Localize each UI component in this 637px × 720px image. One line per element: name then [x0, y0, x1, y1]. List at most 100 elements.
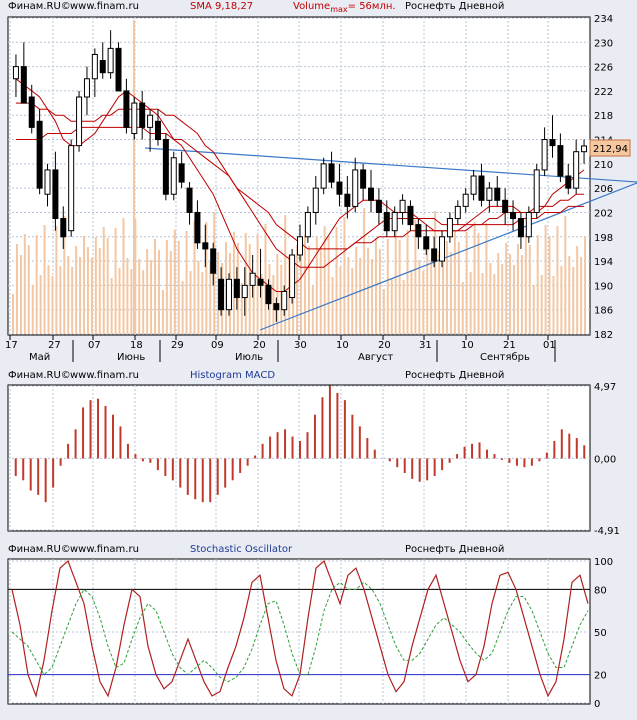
- volume-bar: [205, 222, 208, 334]
- volume-bar: [39, 275, 42, 334]
- price-y-tick: 226: [594, 63, 613, 74]
- volume-bar: [343, 217, 346, 334]
- price-x-day-label: 09: [211, 340, 224, 351]
- volume-bar: [363, 208, 366, 334]
- volume-bar: [402, 280, 405, 334]
- candle-body: [549, 139, 556, 147]
- stoch-y-tick: 20: [594, 671, 607, 682]
- price-x-day-label: 20: [378, 340, 391, 351]
- candle-body: [320, 163, 327, 189]
- volume-bar: [134, 219, 137, 334]
- candle-body: [265, 284, 272, 305]
- price-y-tick: 218: [594, 111, 613, 122]
- volume-bar: [564, 216, 567, 334]
- volume-bar: [430, 261, 433, 334]
- volume-bar: [23, 234, 26, 334]
- candle-body: [68, 145, 75, 232]
- stoch-url-label: www.finam.ru: [70, 544, 139, 555]
- volume-bar: [580, 257, 583, 334]
- source-label: Финам.RU©: [8, 1, 71, 12]
- price-x-day-label: 18: [130, 340, 143, 351]
- candle-body: [446, 218, 453, 238]
- candle-body: [368, 187, 375, 201]
- candle-body: [502, 199, 509, 213]
- volume-bar: [157, 250, 160, 334]
- volume-bar: [426, 250, 429, 334]
- volume-bar: [339, 267, 342, 334]
- volume-bar: [59, 266, 62, 334]
- candle-body: [249, 272, 256, 286]
- volume-bar: [83, 236, 86, 334]
- candle-body: [76, 96, 83, 147]
- candle-body: [352, 169, 359, 207]
- volume-bar: [485, 223, 488, 334]
- volume-bar: [315, 236, 318, 334]
- macd-ticker-title: Роснефть Дневной: [405, 370, 505, 381]
- volume-bar: [303, 235, 306, 334]
- candle-body: [328, 163, 335, 183]
- candle-body: [115, 47, 122, 92]
- candle-body: [517, 218, 524, 238]
- price-x-day-label: 10: [336, 340, 349, 351]
- volume-bar: [544, 225, 547, 334]
- price-y-tick: 186: [594, 306, 613, 317]
- candle-body: [391, 211, 398, 232]
- volume-bar: [457, 242, 460, 334]
- candle-body: [494, 187, 501, 201]
- volume-bar: [177, 241, 180, 334]
- candle-body: [218, 278, 225, 311]
- price-x-day-label: 20: [253, 340, 266, 351]
- volume-bar: [351, 268, 354, 334]
- volume-bar: [513, 265, 516, 334]
- candle-body: [462, 193, 469, 207]
- price-y-tick: 194: [594, 257, 613, 268]
- volume-bar: [201, 272, 204, 334]
- price-x-day-label: 01: [543, 340, 556, 351]
- candle-body: [289, 254, 296, 299]
- macd-y-tick: -4,91: [594, 526, 620, 537]
- volume-bar: [473, 222, 476, 334]
- volume-bar: [284, 215, 287, 334]
- volume-bar: [248, 244, 251, 334]
- macd-y-axis: 4,97 0,00 -4,91: [594, 382, 620, 537]
- price-x-day-label: 30: [294, 340, 307, 351]
- volume-bar: [516, 244, 519, 334]
- price-x-day-label: 27: [48, 340, 61, 351]
- price-chart: 2342302262222182142102062021981941901861…: [5, 14, 637, 363]
- price-header: Финам.RU© www.finam.ru SMA 9,18,27 Volum…: [0, 0, 600, 14]
- volume-bar: [406, 230, 409, 334]
- volume-bar: [548, 236, 551, 334]
- volume-bar: [465, 232, 468, 334]
- volume-bar: [67, 256, 70, 334]
- candle-body: [431, 248, 438, 262]
- stoch-y-tick: 50: [594, 628, 607, 639]
- price-y-tick: 222: [594, 87, 613, 98]
- price-y-tick: 190: [594, 281, 613, 292]
- candle-body: [123, 90, 130, 128]
- candle-body: [525, 211, 532, 238]
- volume-bar: [497, 253, 500, 334]
- candle-body: [541, 139, 548, 171]
- volume-bar: [75, 246, 78, 334]
- volume-bar: [98, 248, 101, 334]
- volume-bar: [185, 231, 188, 334]
- candle-body: [273, 303, 280, 311]
- volume-bar: [142, 270, 145, 334]
- price-y-tick: 210: [594, 160, 613, 171]
- stoch-title: Stochastic Oscillator: [190, 544, 293, 555]
- candle-body: [139, 102, 146, 128]
- volume-bar: [509, 254, 512, 334]
- candle-body: [186, 187, 193, 213]
- candle-body: [304, 211, 311, 238]
- price-x-month-label: Май: [29, 352, 50, 363]
- candle-body: [162, 139, 169, 195]
- volume-bar: [296, 245, 299, 334]
- volume-bar: [110, 278, 113, 334]
- price-y-tick: 198: [594, 233, 613, 244]
- volume-bar: [560, 266, 563, 334]
- volume-bar: [505, 243, 508, 334]
- candle-body: [99, 60, 106, 74]
- volume-bar: [118, 268, 121, 334]
- candle-body: [241, 284, 248, 299]
- candle-body: [154, 120, 161, 141]
